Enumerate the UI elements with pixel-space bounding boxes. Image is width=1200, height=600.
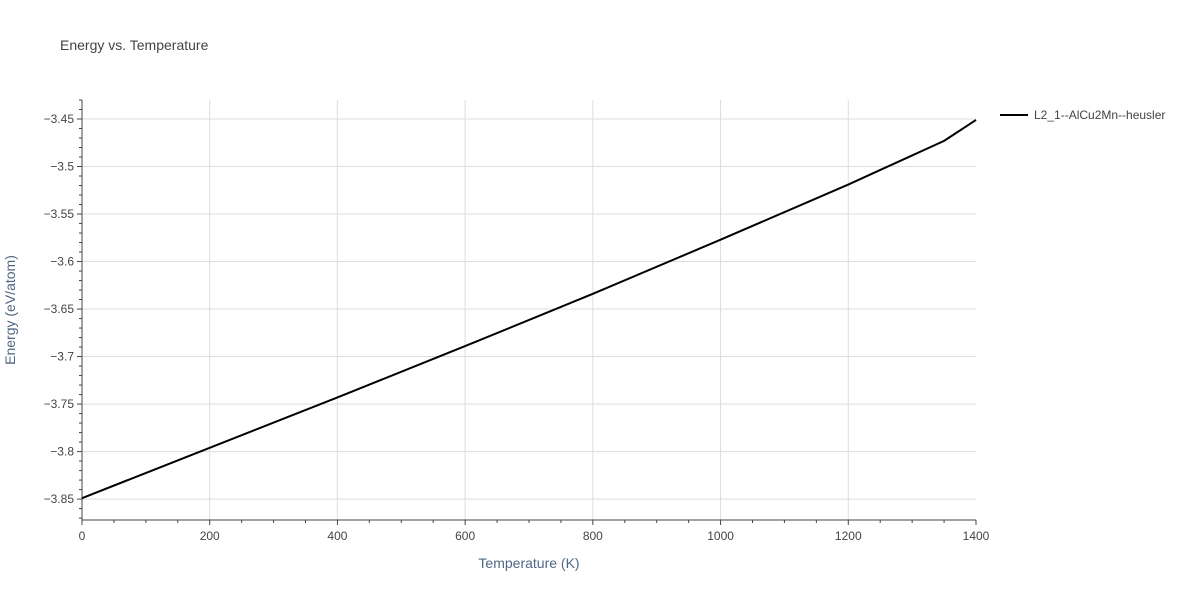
y-tick-label: −3.55: [44, 207, 75, 221]
y-tick-label: −3.45: [44, 112, 75, 126]
y-tick-label: −3.85: [44, 492, 75, 506]
x-tick-label: 1200: [835, 529, 862, 543]
chart-title: Energy vs. Temperature: [60, 37, 209, 53]
x-axis-title: Temperature (K): [478, 555, 579, 571]
y-tick-label: −3.6: [50, 255, 74, 269]
x-tick-label: 200: [200, 529, 220, 543]
x-tick-label: 600: [455, 529, 475, 543]
y-tick-label: −3.5: [50, 160, 74, 174]
legend[interactable]: L2_1--AlCu2Mn--heusler: [1000, 108, 1165, 122]
x-tick-label: 0: [79, 529, 86, 543]
series-line-0: [81, 119, 977, 500]
axes: 0 200 400 600 800 1000 1200 1400 −3.85 −3.8 −3.75 −…: [44, 99, 990, 543]
grid-lines: [82, 100, 976, 520]
y-tick-label: −3.65: [44, 302, 75, 316]
legend-label: L2_1--AlCu2Mn--heusler: [1034, 108, 1165, 122]
y-axis-title: Energy (eV/atom): [2, 255, 18, 365]
y-tick-label: −3.75: [44, 397, 75, 411]
x-tick-label: 400: [327, 529, 347, 543]
x-tick-label: 800: [583, 529, 603, 543]
legend-item[interactable]: L2_1--AlCu2Mn--heusler: [1000, 108, 1165, 122]
x-tick-label: 1400: [963, 529, 990, 543]
y-tick-label: −3.7: [50, 350, 74, 364]
series-layer: [81, 119, 977, 500]
x-tick-label: 1000: [707, 529, 734, 543]
y-tick-label: −3.8: [50, 445, 74, 459]
